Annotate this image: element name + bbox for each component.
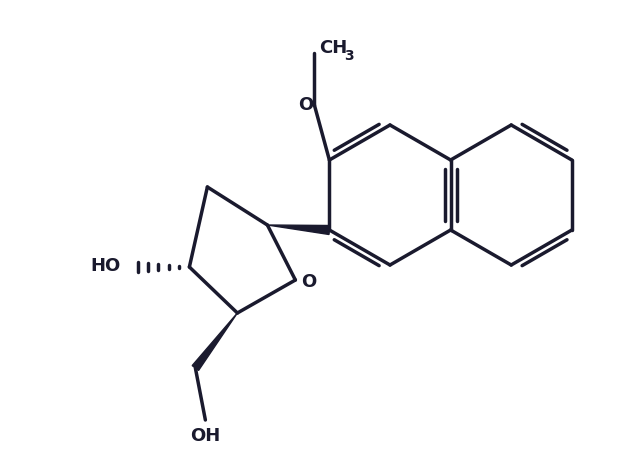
Polygon shape xyxy=(192,313,237,370)
Polygon shape xyxy=(268,225,330,235)
Text: O: O xyxy=(298,96,313,114)
Text: CH: CH xyxy=(319,39,348,57)
Text: 3: 3 xyxy=(344,49,354,63)
Text: OH: OH xyxy=(190,427,221,445)
Text: HO: HO xyxy=(90,257,120,275)
Text: O: O xyxy=(301,273,316,291)
